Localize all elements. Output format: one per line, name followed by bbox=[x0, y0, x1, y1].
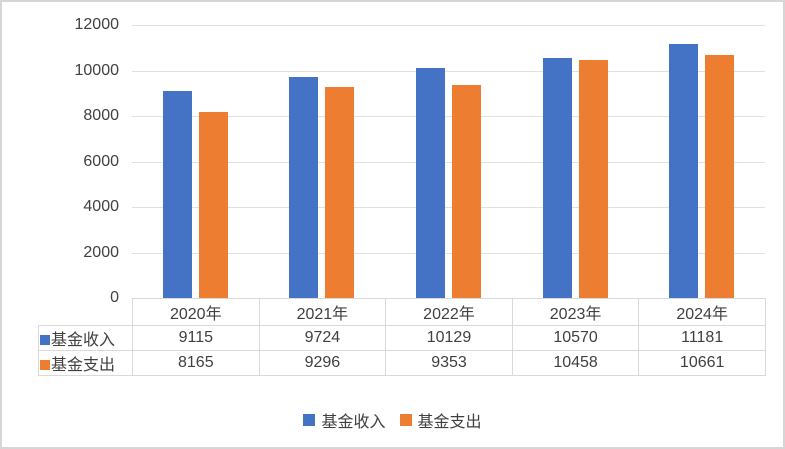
legend-label: 基金支出 bbox=[417, 414, 482, 431]
table-cell: 9115 bbox=[132, 325, 260, 351]
legend-swatch-icon bbox=[303, 414, 316, 426]
bar-group-2024年 bbox=[638, 25, 765, 298]
series-key-icon bbox=[40, 360, 50, 370]
bar-基金支出-2020年 bbox=[198, 112, 228, 298]
table-row-基金收入: 基金收入 9115 9724 10129 10570 11181 bbox=[38, 325, 766, 351]
y-tick-label: 12000 bbox=[74, 16, 120, 33]
y-tick-label: 0 bbox=[110, 289, 119, 306]
bar-group-2020年 bbox=[132, 25, 259, 298]
table-cell: 10570 bbox=[511, 325, 640, 351]
table-header-2023年: 2023年 bbox=[511, 298, 640, 326]
table-row-基金支出: 基金支出 8165 9296 9353 10458 10661 bbox=[38, 350, 766, 376]
data-table: 2020年 2021年 2022年 2023年 2024年 基金收入 9115 9724 101… bbox=[38, 298, 766, 376]
table-cell: 9353 bbox=[385, 350, 513, 376]
legend: 基金收入 基金支出 bbox=[2, 408, 783, 432]
table-cell: 10458 bbox=[511, 350, 640, 376]
legend-label: 基金收入 bbox=[321, 414, 386, 431]
table-header-2024年: 2024年 bbox=[638, 298, 766, 326]
table-cell: 8165 bbox=[132, 350, 260, 376]
bar-基金支出-2021年 bbox=[325, 86, 355, 298]
table-header-2021年: 2021年 bbox=[258, 298, 387, 326]
gridline-2000 bbox=[132, 252, 765, 254]
table-corner-blank bbox=[39, 299, 133, 326]
bar-基金支出-2023年 bbox=[578, 60, 608, 298]
y-tick-label: 8000 bbox=[83, 107, 119, 124]
y-tick-label: 4000 bbox=[83, 198, 119, 215]
table-header-2022年: 2022年 bbox=[385, 298, 513, 326]
table-cell: 9296 bbox=[258, 350, 387, 376]
gridline-4000 bbox=[132, 207, 765, 208]
table-header-2020年: 2020年 bbox=[132, 298, 260, 326]
bar-group-2021年 bbox=[259, 25, 386, 298]
table-row-label: 基金收入 bbox=[38, 325, 133, 351]
y-tick-label: 2000 bbox=[83, 243, 119, 261]
bar-基金收入-2023年 bbox=[542, 57, 572, 298]
table-row-label: 基金支出 bbox=[38, 350, 133, 376]
gridline-8000 bbox=[132, 116, 765, 117]
table-cell: 10661 bbox=[638, 350, 766, 376]
bar-基金收入-2024年 bbox=[669, 43, 699, 298]
bar-基金收入-2022年 bbox=[415, 67, 445, 298]
gridline-10000 bbox=[132, 70, 765, 72]
legend-item-基金支出: 基金支出 bbox=[399, 408, 482, 432]
table-cell: 10129 bbox=[385, 325, 513, 351]
bar-基金支出-2024年 bbox=[705, 55, 735, 298]
gridline-12000 bbox=[132, 25, 765, 26]
bar-基金支出-2022年 bbox=[451, 85, 481, 298]
legend-item-基金收入: 基金收入 bbox=[303, 408, 386, 432]
y-tick-label: 6000 bbox=[83, 152, 119, 170]
y-tick-label: 10000 bbox=[74, 61, 120, 79]
bar-group-2022年 bbox=[385, 25, 512, 298]
series-key-icon bbox=[40, 335, 50, 345]
bar-基金收入-2021年 bbox=[289, 76, 319, 298]
bar-group-2023年 bbox=[512, 25, 639, 298]
legend-swatch-icon bbox=[399, 414, 412, 426]
table-cell: 11181 bbox=[638, 325, 766, 351]
bar-基金收入-2020年 bbox=[162, 90, 192, 298]
bar-groups bbox=[132, 25, 765, 298]
plot-area bbox=[132, 25, 765, 299]
table-cell: 9724 bbox=[258, 325, 387, 351]
gridline-6000 bbox=[132, 161, 765, 163]
